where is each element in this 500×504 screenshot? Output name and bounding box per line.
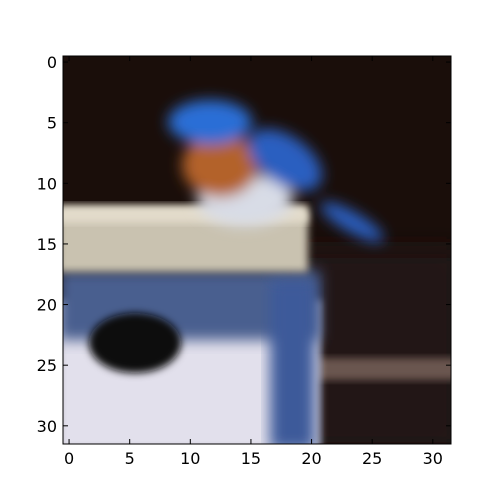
image-bird-head: [168, 100, 252, 144]
y-tick-label: 25: [37, 356, 57, 375]
image-bird-back: [247, 128, 323, 192]
image-house-hole: [89, 313, 181, 373]
y-tick-label: 0: [47, 53, 57, 72]
image-bird-breast: [182, 133, 258, 197]
y-tick-label: 30: [37, 417, 57, 436]
y-tick-label: 10: [37, 174, 57, 193]
y-tick-label: 5: [47, 114, 57, 133]
x-tick-label: 0: [64, 449, 74, 468]
x-tick-label: 10: [180, 449, 200, 468]
image-bg-lower-right: [300, 250, 451, 444]
y-axis: 0 5 10 15 20 25 30: [37, 53, 451, 436]
axes-frame: [62, 55, 452, 445]
image-ledge-right: [300, 358, 451, 380]
x-tick-label: 30: [423, 449, 443, 468]
image-bird: [168, 100, 384, 242]
x-tick-label: 5: [125, 449, 135, 468]
x-axis: 0 5 10 15 20 25 30: [64, 56, 443, 468]
image-bird-tail: [320, 202, 384, 242]
x-tick-label: 25: [362, 449, 382, 468]
y-tick-label: 15: [37, 235, 57, 254]
x-tick-label: 20: [301, 449, 321, 468]
x-tick-label: 15: [241, 449, 261, 468]
displayed-image: [63, 56, 451, 444]
image-house-right-edge: [270, 280, 315, 444]
y-tick-label: 20: [37, 296, 57, 315]
